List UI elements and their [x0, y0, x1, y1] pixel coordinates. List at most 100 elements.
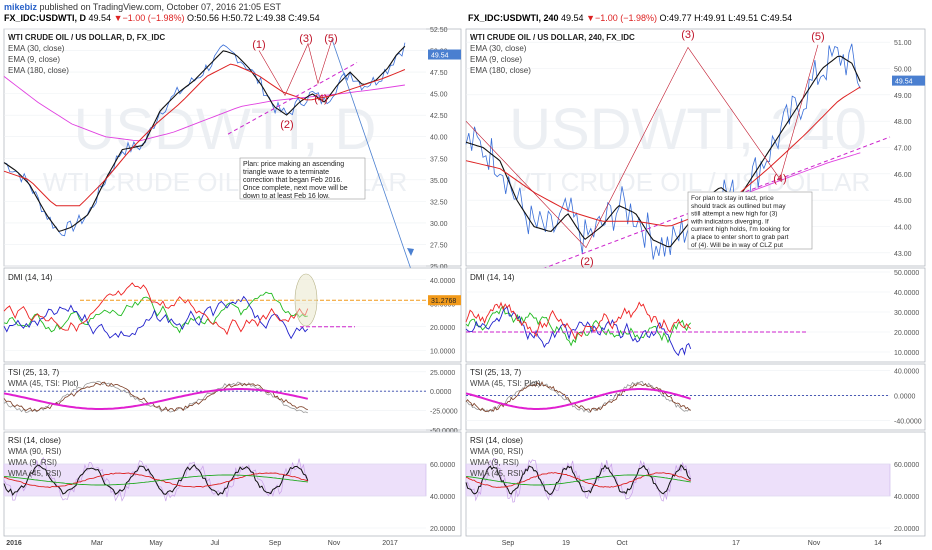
left-main-ema30	[3, 63, 406, 207]
left-note-line-3: Once complete, next move will be	[243, 185, 348, 192]
right-rsi-yaxis-tick-0: 60.0000	[894, 462, 919, 469]
left-tsi-frame	[3, 363, 462, 431]
right-dmi-yaxis-tick-3: 20.0000	[894, 330, 919, 337]
left-main-watermark: USDWTI, D	[74, 97, 377, 162]
left-main-yaxis-tick-8: 32.50	[430, 199, 448, 206]
left-symbol-line: FX_IDC:USDWTI, D 49.54 ▼−1.00 (−1.98%) O…	[4, 13, 320, 23]
left-rsi-wma9	[3, 464, 309, 496]
left-main-yaxis-tick-2: 47.50	[430, 70, 448, 77]
left-support-line	[227, 62, 358, 135]
left-note-line-4: down to at least Feb 16 low.	[243, 193, 330, 200]
left-rsi-legend-0: WMA (90, RSI)	[8, 447, 62, 456]
right-ohlc: O:49.77 H:49.91 L:49.51 C:49.54	[659, 13, 793, 23]
author-link[interactable]: mikebiz	[4, 2, 38, 12]
right-symbol-line: FX_IDC:USDWTI, 240 49.54 ▼−1.00 (−1.98%)…	[468, 13, 792, 23]
right-main-yaxis-tick-8: 43.00	[894, 251, 912, 258]
left-main-legend-0: EMA (30, close)	[8, 44, 65, 53]
right-rsi-yaxis-tick-2: 20.0000	[894, 526, 919, 533]
right-tsi-tsi-wma	[465, 388, 691, 410]
left-wave-path	[258, 39, 333, 97]
left-tsi-title: TSI (25, 13, 7)	[8, 368, 59, 377]
right-main-xtick-3: 17	[732, 540, 740, 547]
left-main-legend-2: EMA (180, close)	[8, 66, 69, 75]
left-dmi-title: DMI (14, 14)	[8, 273, 53, 282]
right-rsi-wma9	[465, 464, 692, 496]
left-change: ▼−1.00 (−1.98%)	[113, 13, 185, 23]
right-symbol[interactable]: FX_IDC:USDWTI, 240	[468, 13, 559, 23]
left-note-line-0: Plan: price making an ascending	[243, 161, 344, 168]
left-main-yaxis-tick-5: 40.00	[430, 135, 448, 142]
left-main-yaxis-tick-4: 42.50	[430, 113, 448, 120]
left-main-yaxis-tick-7: 35.00	[430, 178, 448, 185]
right-note-line-5: a place to enter short to grab part	[691, 234, 789, 241]
left-dmi-minus-di	[3, 295, 309, 340]
left-main-price	[3, 45, 406, 233]
left-dmi-yaxis-tick-2: 20.0000	[430, 325, 455, 332]
left-tsi-tsi-wma	[3, 388, 309, 410]
left-rsi-wma45	[3, 472, 308, 488]
left-tsi-yaxis-tick-1: 0.0000	[430, 389, 452, 396]
left-wave-label-3: (3)	[299, 33, 312, 45]
right-rsi-legend-1: WMA (9, RSI)	[470, 458, 519, 467]
right-tsi-yaxis-tick-1: 0.0000	[894, 393, 916, 400]
left-dmi-yaxis-tick-0: 40.0000	[430, 278, 455, 285]
right-wave-label-2: (2)	[580, 256, 593, 268]
right-main-xtick-4: Nov	[808, 540, 821, 547]
left-tsi: 25.0000 0.0000 -25.0000 -50.0000 TSI (25, 13…	[3, 363, 462, 435]
right-main-yaxis-tick-4: 47.00	[894, 146, 912, 153]
publish-line: mikebiz published on TradingView.com, Oc…	[4, 2, 281, 12]
left-dmi-frame	[3, 267, 462, 363]
right-tsi-yaxis-tick-2: -40.0000	[894, 419, 922, 426]
right-main-watermark: USDWTI, 240	[509, 97, 867, 162]
left-wave-label-5: (5)	[324, 33, 337, 45]
left-wave-label-2: (2)	[280, 119, 293, 131]
left-main-last-label: 49.54	[431, 53, 449, 60]
right-main-legend-1: EMA (9, close)	[470, 55, 522, 64]
right-rsi-yaxis: 60.0000 40.0000 20.0000	[466, 462, 919, 533]
right-main-last-label: 49.54	[895, 79, 913, 86]
right-dmi: 50.0000 40.0000 30.0000 20.0000 10.0000 DMI (…	[465, 267, 926, 363]
left-tsi-legend-0: WMA (45, TSI: Plot)	[8, 379, 79, 388]
left-symbol[interactable]: FX_IDC:USDWTI, D	[4, 13, 86, 23]
right-dmi-frame	[465, 267, 926, 363]
right-main: 51.00 50.00 49.00 48.00 47.00 46.00 45.00 44.00…	[465, 28, 926, 272]
left-rsi-legend-1: WMA (9, RSI)	[8, 458, 57, 467]
right-rsi: 60.0000 40.0000 20.0000 RSI (14, close) WMA …	[465, 431, 926, 537]
right-main-yaxis: 51.00 50.00 49.00 48.00 47.00 46.00 45.00 44.00…	[466, 40, 912, 258]
left-main-xtick-0: 2016	[6, 540, 22, 547]
left-main-xtick-2: May	[149, 540, 163, 547]
left-main-xtick-4: Sep	[269, 540, 282, 547]
right-note-line-0: For plan to stay in tact, price	[691, 195, 774, 202]
right-tsi-frame	[465, 363, 926, 431]
right-note-line-2: still attempt a new high for (3)	[691, 211, 778, 218]
right-main-legend-0: EMA (30, close)	[470, 44, 527, 53]
right-main-last-bg	[892, 75, 925, 86]
left-note-line-1: triangle wave to a terminate	[243, 169, 329, 176]
left-wave-label-4: (4)	[314, 93, 327, 105]
right-dmi-title: DMI (14, 14)	[470, 273, 515, 282]
left-dmi-level-label: 31.2768	[431, 298, 456, 305]
left-dmi-adx	[3, 282, 309, 336]
right-tsi-tsi	[465, 381, 691, 413]
left-main-yaxis-tick-11: 25.00	[430, 264, 448, 271]
left-main-yaxis-tick-0: 52.50	[430, 27, 448, 34]
left-main-yaxis-tick-9: 30.00	[430, 221, 448, 228]
left-tsi-yaxis-tick-0: 25.0000	[430, 370, 455, 377]
right-tsi-title: TSI (25, 13, 7)	[470, 368, 521, 377]
left-rsi-wma90	[3, 474, 308, 486]
left-tsi-yaxis-tick-2: -25.0000	[430, 409, 458, 416]
left-main-legend-1: EMA (9, close)	[8, 55, 60, 64]
right-note-line-1: should track as outlined but may	[691, 203, 786, 210]
left-note-line-2: correction that began Feb 2016.	[243, 177, 342, 184]
right-main-yaxis-tick-2: 49.00	[894, 93, 912, 100]
left-rsi-yaxis-tick-0: 60.0000	[430, 462, 455, 469]
right-note-box	[687, 191, 813, 250]
right-main-yaxis-tick-5: 46.00	[894, 172, 912, 179]
right-wave-label-5: (5)	[811, 31, 824, 43]
right-tsi-legend-0: WMA (45, TSI: Plot)	[470, 379, 541, 388]
right-main-yaxis-tick-3: 48.00	[894, 119, 912, 126]
left-main-yaxis-tick-3: 45.00	[430, 92, 448, 99]
right-rsi-yaxis-tick-1: 40.0000	[894, 494, 919, 501]
publish-info: published on TradingView.com, October 07…	[39, 2, 282, 12]
